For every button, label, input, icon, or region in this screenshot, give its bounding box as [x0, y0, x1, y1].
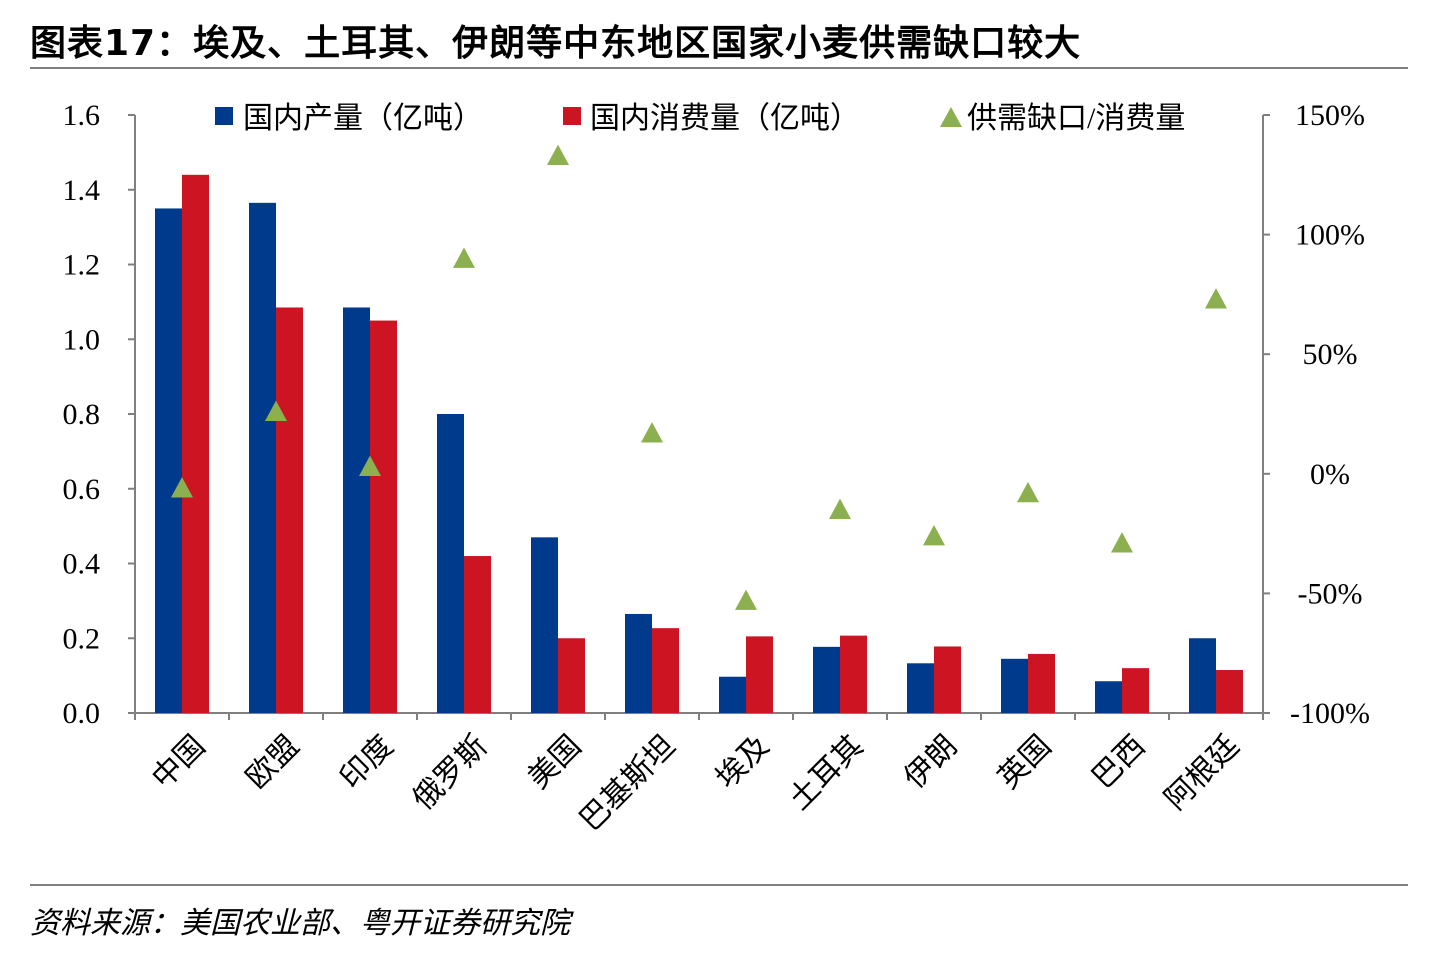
legend-label-gap: 供需缺口/消费量: [967, 102, 1185, 135]
bar-consumption-1: [276, 307, 303, 713]
source-note: 资料来源：美国农业部、粤开证券研究院: [30, 906, 570, 941]
left-axis-tick-label: 0.2: [63, 622, 101, 655]
gap-marker-8: [923, 524, 945, 546]
x-axis-label-1: 欧盟: [240, 729, 306, 795]
x-axis-label-0: 中国: [146, 729, 212, 795]
left-axis-tick-label: 0.6: [63, 473, 101, 506]
bar-production-0: [155, 208, 182, 713]
gap-marker-2: [359, 455, 381, 476]
left-axis-tick-label: 0.4: [63, 548, 101, 581]
bar-consumption-7: [840, 635, 867, 713]
gap-marker-10: [1111, 532, 1133, 553]
bar-consumption-11: [1216, 670, 1243, 713]
right-axis-tick-label: -50%: [1298, 577, 1363, 610]
bar-consumption-8: [934, 646, 961, 713]
bar-consumption-2: [370, 320, 397, 713]
bar-production-5: [625, 613, 652, 713]
legend-swatch-gap: [940, 107, 962, 127]
page-title: 图表17：埃及、土耳其、伊朗等中东地区国家小麦供需缺口较大: [30, 23, 1082, 64]
legend-label-consumption: 国内消费量（亿吨）: [590, 102, 860, 135]
x-axis-label-4: 美国: [522, 729, 588, 795]
legend-swatch-production: [215, 107, 233, 125]
bar-production-2: [343, 307, 370, 713]
x-axis-label-5: 巴基斯坦: [573, 729, 681, 837]
bar-production-7: [813, 646, 840, 713]
x-axis-label-8: 伊朗: [898, 729, 964, 795]
left-axis-tick-label: 1.2: [63, 249, 101, 282]
bar-consumption-10: [1122, 668, 1149, 713]
left-axis-tick-label: 1.4: [63, 174, 101, 207]
right-axis-tick-label: 150%: [1295, 99, 1365, 132]
gap-marker-1: [265, 400, 287, 421]
gap-markers: [171, 144, 1227, 610]
bar-production-6: [719, 676, 746, 713]
bar-production-3: [437, 414, 464, 713]
right-axis-tick-label: -100%: [1290, 697, 1370, 730]
bar-production-11: [1189, 638, 1216, 713]
x-axis-label-7: 土耳其: [783, 729, 870, 816]
chart-legend: 国内产量（亿吨） 国内消费量（亿吨） 供需缺口/消费量: [215, 102, 1185, 135]
left-axis-tick-label: 0.8: [63, 398, 101, 431]
bar-consumption-0: [182, 174, 209, 714]
left-axis-tick-label: 1.6: [63, 99, 101, 132]
footer-divider: [30, 884, 1408, 886]
gap-marker-9: [1017, 481, 1039, 503]
left-axis-tick-label: 0.0: [63, 697, 101, 730]
bar-consumption-3: [464, 556, 491, 713]
bar-production-4: [531, 537, 558, 713]
bar-consumption-9: [1028, 653, 1055, 713]
x-axis-label-2: 印度: [334, 729, 400, 795]
gap-marker-7: [829, 498, 851, 520]
bar-production-8: [907, 663, 934, 713]
x-axis-label-11: 阿根廷: [1159, 729, 1246, 816]
gap-marker-6: [735, 589, 757, 610]
bar-production-1: [249, 202, 276, 714]
x-axis-label-6: 埃及: [710, 729, 776, 795]
gap-marker-4: [547, 144, 569, 166]
bar-production-10: [1095, 681, 1122, 713]
x-axis-label-10: 巴西: [1086, 729, 1152, 795]
title-divider: [30, 67, 1408, 69]
bar-series: [155, 174, 1243, 714]
bar-production-9: [1001, 658, 1028, 713]
bar-consumption-6: [746, 636, 773, 713]
x-axis-label-9: 英国: [992, 729, 1058, 795]
right-axis-tick-label: 50%: [1303, 338, 1358, 371]
legend-label-production: 国内产量（亿吨）: [243, 102, 483, 135]
x-axis-label-3: 俄罗斯: [407, 729, 494, 816]
bar-consumption-5: [652, 628, 679, 713]
bar-consumption-4: [558, 638, 585, 713]
gap-marker-3: [453, 247, 475, 268]
right-axis-tick-label: 100%: [1295, 219, 1365, 252]
gap-marker-11: [1205, 288, 1227, 309]
chart-axes: 0.0 0.2 0.4 0.6 0.8 1.0 1.2 1.4 1.6 -100% -50% 0% 50…: [63, 99, 1370, 730]
gap-marker-5: [641, 422, 663, 443]
right-axis-tick-label: 0%: [1310, 458, 1350, 491]
left-axis-tick-label: 1.0: [63, 323, 101, 356]
gap-marker-0: [171, 477, 193, 498]
legend-swatch-consumption: [563, 107, 581, 125]
